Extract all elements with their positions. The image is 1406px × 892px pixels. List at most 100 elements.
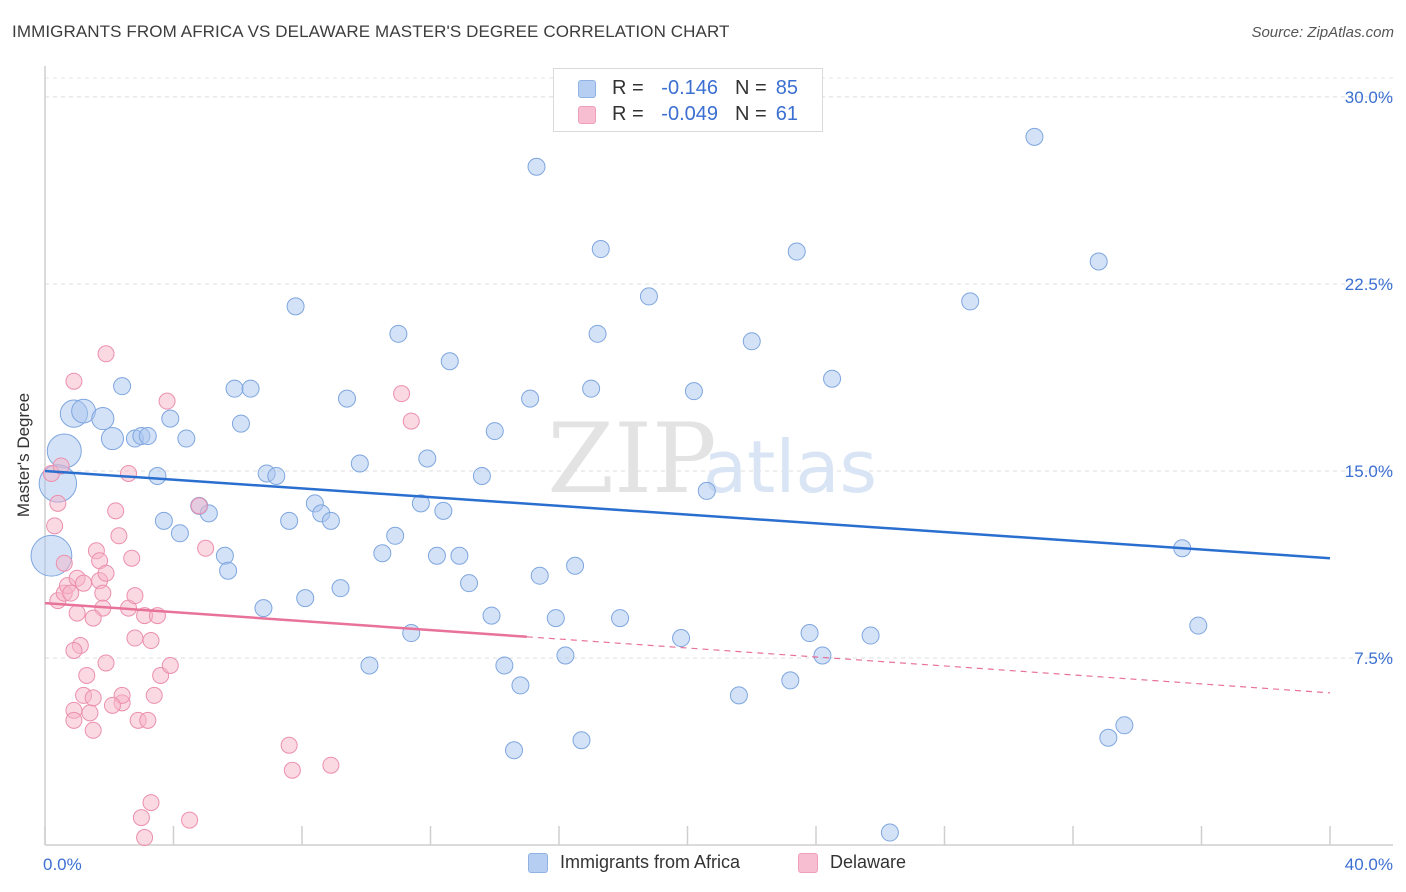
point-delaware xyxy=(103,696,121,714)
r-label: R = xyxy=(612,103,644,125)
point-delaware xyxy=(283,761,301,779)
n-label: N = xyxy=(735,103,767,125)
point-delaware xyxy=(110,527,128,545)
point-immigrants-from-africa xyxy=(1025,127,1044,146)
x-tick-label-min: 0.0% xyxy=(43,855,82,874)
watermark-zip: ZIP xyxy=(547,403,716,515)
point-immigrants-from-africa xyxy=(861,626,880,645)
series1-r-value: -0.146 xyxy=(661,77,718,99)
legend-label-series1: Immigrants from Africa xyxy=(560,852,741,872)
trend-line-series2 xyxy=(44,601,527,639)
point-immigrants-from-africa xyxy=(485,422,504,441)
point-immigrants-from-africa xyxy=(961,292,980,311)
point-delaware xyxy=(97,654,115,672)
point-delaware xyxy=(65,372,83,390)
point-delaware xyxy=(139,711,157,729)
grid-lines xyxy=(45,77,1393,659)
point-delaware xyxy=(126,587,144,605)
point-immigrants-from-africa xyxy=(582,379,601,398)
x-tick-label-max: 40.0% xyxy=(1345,855,1393,874)
point-immigrants-from-africa xyxy=(1099,728,1118,747)
source-label: Source: ZipAtlas.com xyxy=(1251,24,1394,41)
point-delaware xyxy=(94,584,112,602)
point-delaware xyxy=(190,497,208,515)
point-immigrants-from-africa xyxy=(254,599,273,618)
point-immigrants-from-africa xyxy=(350,454,369,473)
point-delaware xyxy=(132,809,150,827)
point-immigrants-from-africa xyxy=(742,332,761,351)
point-delaware xyxy=(84,721,102,739)
point-delaware xyxy=(126,629,144,647)
point-immigrants-from-africa xyxy=(411,494,430,513)
point-immigrants-from-africa xyxy=(219,561,238,580)
stats-box: R = -0.146 N = 85 R = -0.049 N = 61 xyxy=(553,68,823,132)
point-delaware xyxy=(65,711,83,729)
point-immigrants-from-africa xyxy=(591,240,610,259)
point-immigrants-from-africa xyxy=(434,501,453,520)
chart-title: IMMIGRANTS FROM AFRICA VS DELAWARE MASTE… xyxy=(12,22,730,41)
point-delaware xyxy=(280,736,298,754)
point-immigrants-from-africa xyxy=(427,546,446,565)
point-delaware xyxy=(46,517,64,535)
point-immigrants-from-africa xyxy=(880,823,899,842)
point-delaware xyxy=(197,539,215,557)
point-delaware xyxy=(161,656,179,674)
point-delaware xyxy=(402,412,420,430)
point-delaware xyxy=(78,666,96,684)
point-immigrants-from-africa xyxy=(472,466,491,485)
point-delaware xyxy=(49,494,67,512)
point-immigrants-from-africa xyxy=(566,556,585,575)
watermark-atlas: atlas xyxy=(703,425,877,509)
point-immigrants-from-africa xyxy=(684,382,703,401)
point-immigrants-from-africa xyxy=(113,377,132,396)
point-delaware xyxy=(97,564,115,582)
point-delaware xyxy=(55,554,73,572)
point-delaware xyxy=(181,811,199,829)
point-immigrants-from-africa xyxy=(215,546,234,565)
series1-n-value: 85 xyxy=(775,77,798,99)
point-delaware xyxy=(123,549,141,567)
point-delaware xyxy=(136,829,154,847)
point-delaware xyxy=(158,392,176,410)
point-immigrants-from-africa xyxy=(505,741,524,760)
point-immigrants-from-africa xyxy=(418,449,437,468)
point-immigrants-from-africa xyxy=(572,731,591,750)
point-immigrants-from-africa xyxy=(360,656,379,675)
point-immigrants-from-africa xyxy=(177,429,196,448)
point-immigrants-from-africa xyxy=(460,574,479,593)
point-immigrants-from-africa xyxy=(495,656,514,675)
point-immigrants-from-africa xyxy=(823,369,842,388)
point-immigrants-from-africa xyxy=(787,242,806,261)
point-delaware xyxy=(120,464,138,482)
point-immigrants-from-africa xyxy=(286,297,305,316)
point-immigrants-from-africa xyxy=(521,389,540,408)
r-label: R = xyxy=(612,77,644,99)
point-delaware xyxy=(62,584,80,602)
point-immigrants-from-africa xyxy=(389,324,408,343)
point-immigrants-from-africa xyxy=(697,481,716,500)
point-immigrants-from-africa xyxy=(170,524,189,543)
point-immigrants-from-africa xyxy=(611,609,630,628)
point-delaware xyxy=(142,794,160,812)
point-delaware xyxy=(322,756,340,774)
y-tick-label: 22.5% xyxy=(1345,275,1393,294)
y-tick-label: 15.0% xyxy=(1345,462,1393,481)
trend-line-series1 xyxy=(44,469,1331,560)
point-immigrants-from-africa xyxy=(813,646,832,665)
point-delaware xyxy=(107,502,125,520)
watermark: ZIP atlas xyxy=(547,403,877,515)
point-delaware xyxy=(84,689,102,707)
point-immigrants-from-africa xyxy=(373,544,392,563)
point-immigrants-from-africa xyxy=(321,511,340,530)
point-delaware xyxy=(65,642,83,660)
point-immigrants-from-africa xyxy=(800,624,819,643)
point-immigrants-from-africa xyxy=(672,629,691,648)
point-delaware xyxy=(142,632,160,650)
series1-swatch xyxy=(578,80,596,98)
point-immigrants-from-africa xyxy=(296,589,315,608)
point-delaware xyxy=(52,457,70,475)
point-immigrants-from-africa xyxy=(440,352,459,371)
point-immigrants-from-africa xyxy=(588,324,607,343)
point-immigrants-from-africa xyxy=(91,407,115,431)
